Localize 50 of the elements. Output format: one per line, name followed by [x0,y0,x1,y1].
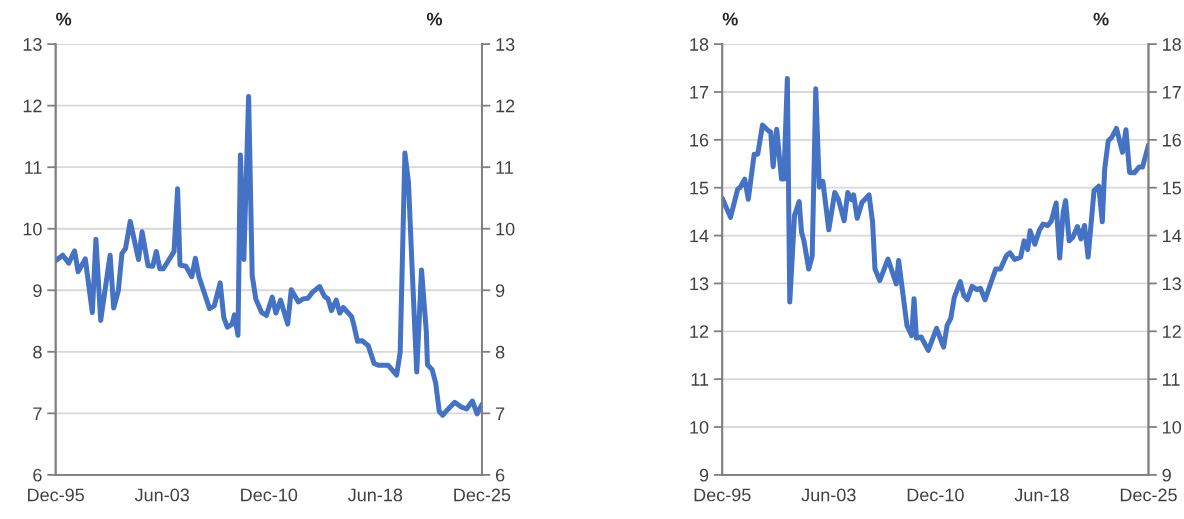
y-axis-title: % [722,12,738,26]
y2-tick-label: 14 [1163,229,1182,243]
y-tick-label: 10 [690,420,709,434]
x-tick-label: Dec-10 [241,488,298,502]
y-tick-label: 9 [33,284,42,297]
y2-tick-label: 9 [1162,468,1171,482]
y2-tick-label: 16 [1163,133,1181,147]
y2-tick-label: 12 [496,99,515,113]
y-tick-label: 12 [23,99,42,113]
y-tick-label: 17 [690,86,709,99]
y-tick-label: 12 [690,325,709,338]
x-tick-label: Jun-03 [801,488,856,502]
x-tick-label: Dec-95 [28,488,84,502]
x-tick-label: Jun-18 [1014,488,1069,502]
x-tick-label: Jun-03 [134,488,189,502]
x-tick-label: Dec-10 [907,488,964,502]
y2-tick-label: 7 [496,407,505,420]
y2-axis-title: % [426,12,443,26]
y-tick-label: 13 [690,277,709,291]
y-tick-label: 18 [690,38,709,51]
x-tick-label: Dec-25 [454,488,511,502]
y2-tick-label: 17 [1163,86,1181,99]
y-tick-label: 7 [33,407,42,420]
y2-tick-label: 12 [1163,325,1181,338]
y-tick-label: 16 [690,133,709,147]
x-tick-label: Dec-25 [1120,488,1177,502]
y-tick-label: 11 [25,161,42,174]
y2-tick-label: 10 [1163,420,1182,434]
y2-tick-label: 9 [495,284,505,297]
y-tick-label: 8 [33,345,42,359]
y2-tick-label: 10 [496,222,515,236]
x-tick-label: Jun-18 [347,488,403,502]
y2-tick-label: 8 [495,345,505,359]
y-tick-label: 10 [23,222,42,236]
y-tick-label: 14 [690,229,709,243]
y-tick-label: 6 [33,468,42,482]
y2-axis-title: % [1093,12,1109,26]
y2-tick-label: 11 [1163,373,1180,386]
y-axis-title: % [56,12,72,26]
y-tick-label: 9 [699,468,709,482]
y-tick-label: 15 [690,181,709,195]
y2-tick-label: 18 [1163,38,1181,51]
y2-tick-label: 15 [1163,181,1181,195]
x-tick-label: Dec-95 [694,488,751,502]
y2-tick-label: 6 [496,468,505,482]
y-tick-label: 11 [691,373,709,386]
y2-tick-label: 13 [1163,277,1181,291]
y2-tick-label: 13 [496,38,515,51]
y-tick-label: 13 [23,38,42,51]
y2-tick-label: 11 [496,161,513,174]
